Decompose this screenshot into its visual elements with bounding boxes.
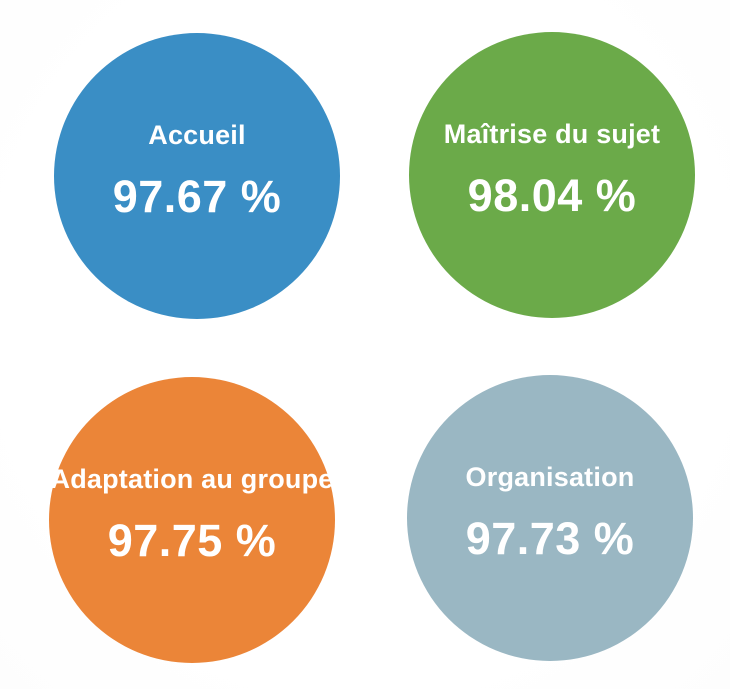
kpi-content: Maîtrise du sujet 98.04 % — [444, 118, 660, 220]
kpi-content: Organisation 97.73 % — [466, 461, 635, 563]
kpi-label: Maîtrise du sujet — [443, 119, 661, 149]
kpi-label: Organisation — [465, 462, 635, 492]
kpi-circle-maitrise-du-sujet: Maîtrise du sujet 98.04 % — [409, 32, 695, 318]
kpi-value: 98.04 % — [467, 170, 637, 221]
kpi-circle-organisation: Organisation 97.73 % — [407, 375, 693, 661]
kpi-value: 97.67 % — [112, 171, 282, 222]
kpi-circle-accueil: Accueil 97.67 % — [54, 33, 340, 319]
kpi-value: 97.73 % — [465, 513, 635, 564]
kpi-label: Adaptation au groupe — [50, 464, 334, 494]
kpi-content: Accueil 97.67 % — [113, 119, 282, 221]
kpi-value: 97.75 % — [107, 515, 277, 566]
kpi-content: Adaptation au groupe 97.75 % — [51, 463, 334, 565]
kpi-circle-adaptation-au-groupe: Adaptation au groupe 97.75 % — [49, 377, 335, 663]
kpi-label: Accueil — [148, 120, 246, 150]
